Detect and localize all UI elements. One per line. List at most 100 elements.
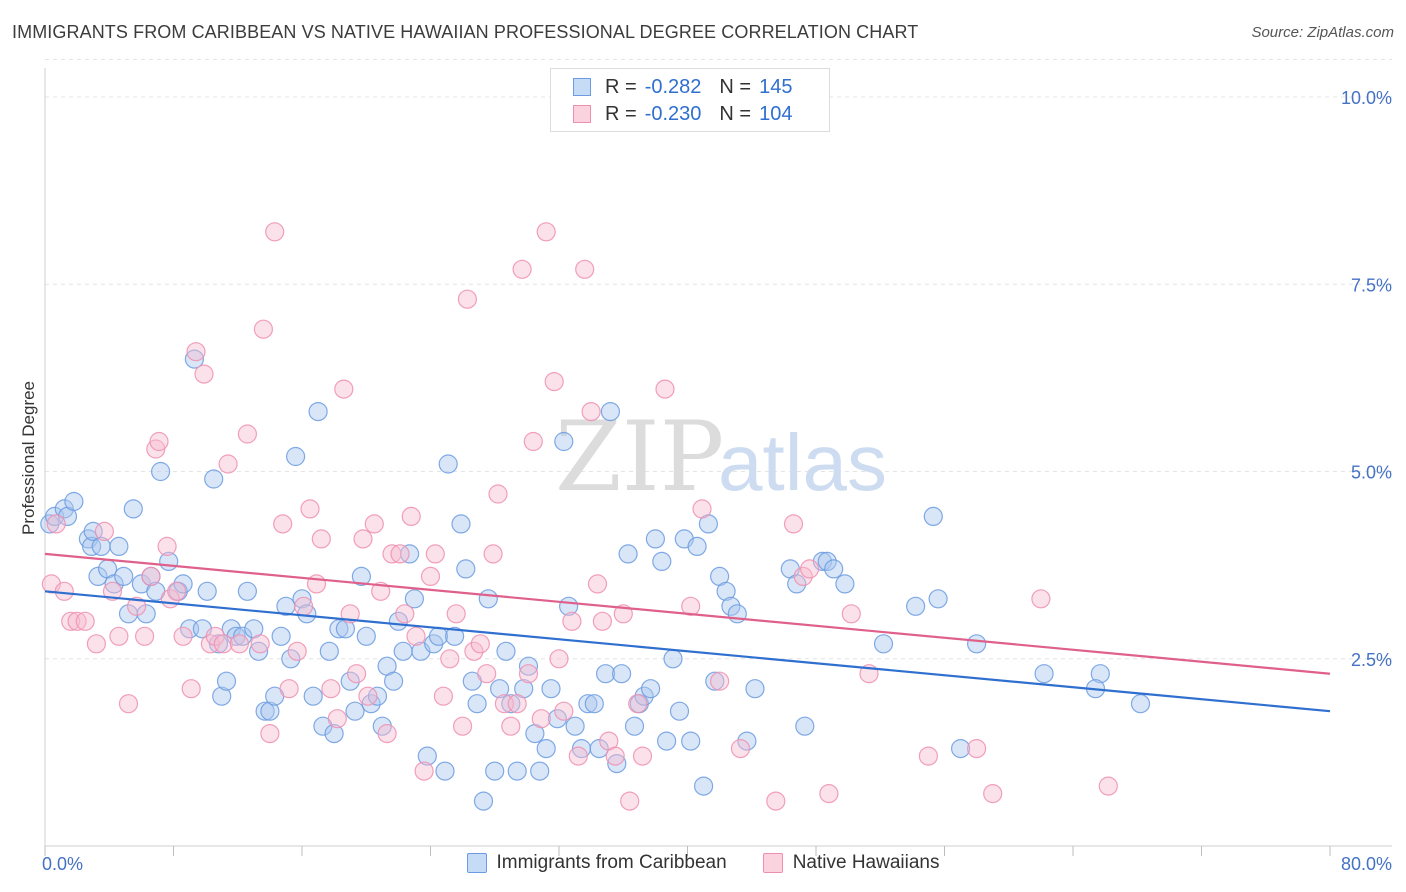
data-point (470, 634, 490, 654)
data-point (507, 761, 527, 781)
data-point (600, 402, 621, 422)
data-point (928, 589, 948, 609)
data-point (693, 776, 714, 796)
data-point (406, 626, 426, 646)
data-point (109, 536, 129, 557)
y-tick-label: 2.5% (1351, 650, 1392, 670)
data-point (181, 679, 201, 699)
bottom-legend-hawaiian: Native Hawaiians (762, 852, 940, 874)
data-point (127, 596, 147, 616)
data-point (401, 506, 421, 527)
data-point (157, 536, 177, 557)
data-point (589, 738, 609, 759)
data-point (321, 679, 341, 699)
data-point (237, 424, 257, 444)
data-point (512, 259, 532, 279)
data-point (730, 738, 751, 759)
data-point (102, 581, 123, 601)
data-point (324, 723, 344, 744)
data-point (620, 791, 640, 811)
data-point (440, 649, 460, 669)
legend-row-hawaiian: R = -0.230 N = 104 (573, 102, 792, 126)
legend-swatch-hawaiian (573, 105, 591, 123)
data-point (518, 664, 539, 684)
data-point (705, 671, 725, 691)
data-point (1031, 589, 1051, 609)
data-point (554, 701, 574, 721)
legend-n-value: 145 (759, 75, 793, 98)
data-point (260, 723, 280, 744)
data-point (485, 761, 505, 781)
data-point (453, 716, 473, 736)
data-point (457, 289, 477, 309)
legend-n-label: N = (719, 102, 752, 125)
data-point (83, 521, 103, 542)
data-point (250, 634, 270, 654)
x-tick-label: 0.0% (42, 854, 83, 874)
data-point (477, 664, 497, 684)
data-point (114, 566, 134, 587)
data-point (194, 364, 214, 384)
data-point (229, 634, 249, 654)
data-point (1130, 694, 1151, 714)
data-point (536, 222, 556, 242)
data-point (575, 259, 595, 279)
legend-r-value: -0.282 (644, 75, 702, 98)
legend: R = -0.282 N = 145 R = -0.230 N = 104 (550, 68, 830, 132)
data-point (88, 566, 108, 587)
data-point (292, 589, 312, 609)
data-point (151, 461, 171, 482)
legend-r-value: -0.230 (644, 102, 702, 125)
data-point (395, 604, 415, 624)
data-point (109, 626, 129, 646)
data-point (473, 791, 494, 811)
data-point (1090, 664, 1110, 684)
data-point (587, 574, 608, 594)
data-point (966, 738, 987, 759)
data-point (592, 611, 613, 631)
data-point (966, 634, 987, 654)
chart-source: Source: ZipAtlas.com (1251, 24, 1394, 41)
data-point (1098, 776, 1118, 796)
series-caribbean-points (40, 349, 1151, 811)
data-point (456, 559, 476, 579)
trend-line (44, 552, 1331, 675)
data-point (490, 679, 510, 699)
legend-r-label: R = (605, 102, 637, 125)
data-point (824, 559, 844, 579)
data-point (300, 499, 320, 519)
data-point (584, 694, 604, 714)
data-point (841, 604, 861, 624)
y-tick-label: 5.0% (1351, 463, 1392, 483)
data-point (364, 514, 384, 534)
data-point (218, 454, 238, 474)
grid-lines (45, 59, 1392, 660)
data-point (655, 379, 675, 399)
data-point (371, 581, 391, 601)
data-point (141, 566, 161, 587)
data-point (260, 701, 280, 721)
watermark-zip: ZIP (555, 401, 724, 513)
data-point (438, 454, 458, 474)
data-point (632, 746, 653, 766)
data-point (353, 529, 373, 549)
data-point (265, 222, 285, 242)
data-point (721, 596, 741, 616)
data-point (86, 634, 107, 654)
series-hawaiian-points (41, 222, 1118, 811)
data-point (652, 551, 672, 572)
data-point (531, 709, 551, 729)
data-point (518, 656, 539, 676)
data-point (384, 671, 404, 691)
data-point (367, 686, 388, 706)
data-point (213, 634, 233, 654)
legend-n-label: N = (719, 75, 752, 98)
data-point (212, 686, 232, 706)
data-point (173, 574, 193, 594)
data-point (279, 679, 299, 699)
data-point (618, 544, 638, 564)
data-point (390, 544, 410, 564)
data-point (523, 431, 543, 452)
data-point (173, 626, 193, 646)
data-point (308, 402, 328, 422)
